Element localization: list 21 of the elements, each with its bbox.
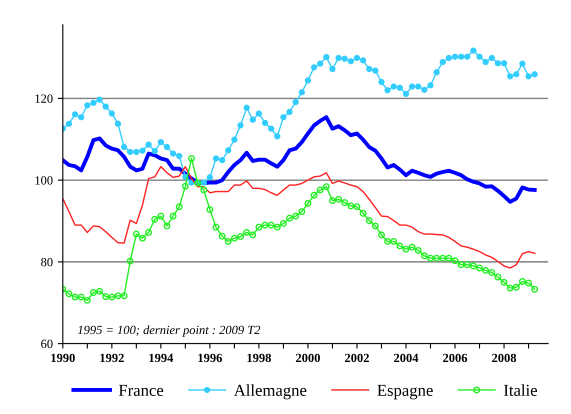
line-series xyxy=(62,166,536,269)
y-tick-label: 120 xyxy=(35,94,53,103)
x-tick-label: 1996 xyxy=(198,354,222,362)
legend-label: Allemagne xyxy=(234,384,306,400)
x-tick-label: 1998 xyxy=(247,354,271,362)
x-tick-label: 1994 xyxy=(149,354,174,362)
legend-label: France xyxy=(118,384,164,396)
x-tick-label: 2006 xyxy=(443,354,468,362)
annotation: 1995 = 100; dernier point : 2009 T2 xyxy=(78,325,260,337)
y-tick-label: 60 xyxy=(41,340,53,348)
y-tick-label: 80 xyxy=(41,258,53,266)
line-series xyxy=(62,115,537,204)
y-tick-label: 100 xyxy=(35,176,53,185)
x-tick-label: 2002 xyxy=(344,354,369,362)
x-tick-label: 2004 xyxy=(394,354,418,362)
x-tick-label: 1992 xyxy=(100,354,124,362)
x-tick-label: 2000 xyxy=(296,354,320,362)
x-tick-label: 2008 xyxy=(492,354,516,362)
legend-label: Italie xyxy=(504,384,537,396)
legend-label: Espagne xyxy=(377,384,433,400)
x-tick-label: 1990 xyxy=(51,354,75,362)
